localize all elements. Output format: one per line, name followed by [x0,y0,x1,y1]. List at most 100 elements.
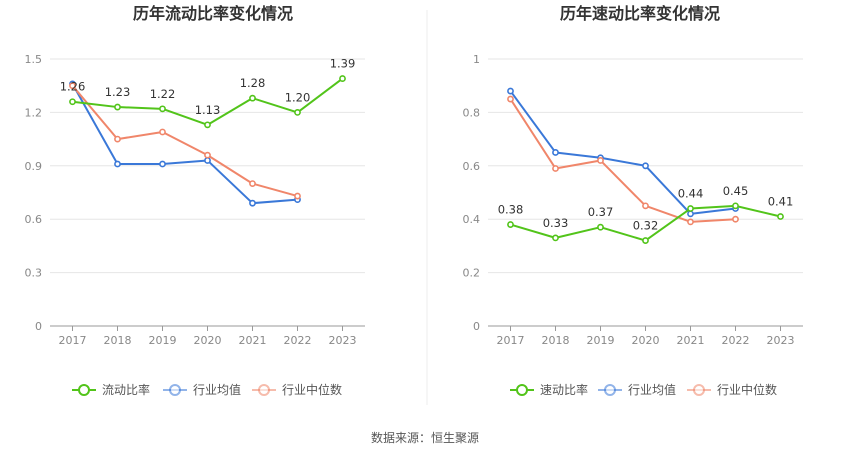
data-point [687,210,694,218]
data-point [597,223,604,231]
chart-title: 历年速动比率变化情况 [560,4,720,23]
data-point [249,199,256,207]
data-label: 1.22 [150,87,176,101]
series-line-2 [71,85,298,198]
y-tick-label: 0.8 [463,106,481,119]
data-point [642,237,649,244]
data-label: 1.26 [60,80,86,94]
legend-item[interactable]: 行业均值 [598,382,676,397]
y-tick-label: 0 [473,320,480,333]
y-tick-label: 1.5 [25,53,43,66]
y-tick-label: 0.4 [463,213,481,226]
data-point [294,192,301,200]
data-point [732,215,739,223]
data-point [159,160,166,168]
legend-marker [604,384,616,396]
data-label: 0.45 [723,184,749,198]
data-label: 1.13 [195,103,221,117]
y-tick-label: 0.3 [25,267,43,280]
data-label: 1.28 [240,76,266,90]
data-point [204,121,211,129]
data-point [294,109,301,116]
x-tick-label: 2022 [284,334,312,347]
legend-item[interactable]: 速动比率 [510,382,588,397]
data-point [777,213,784,220]
data-point [204,151,211,159]
legend-marker [78,384,90,396]
x-tick-label: 2023 [767,334,795,347]
data-point [159,105,166,113]
data-point [339,75,346,82]
legend-marker [693,384,705,396]
data-point [69,98,76,106]
data-point [159,128,166,136]
legend-label: 行业中位数 [282,382,342,397]
y-tick-label: 0.6 [25,213,43,226]
data-label: 0.37 [588,205,614,219]
legend-marker [516,384,528,396]
data-point [552,165,559,172]
chart-title: 历年流动比率变化情况 [133,4,293,23]
data-point [597,157,604,164]
data-label: 1.20 [285,90,311,104]
legend-label: 行业中位数 [717,382,777,397]
y-tick-label: 0.6 [463,160,481,173]
legend-label: 速动比率 [540,382,588,397]
legend-label: 行业均值 [193,382,241,397]
legend-item[interactable]: 流动比率 [72,382,150,397]
y-tick-label: 0.2 [463,267,481,280]
data-point [687,205,694,212]
x-tick-label: 2020 [194,334,222,347]
data-label: 1.39 [330,57,356,71]
y-tick-label: 0 [35,320,42,333]
x-tick-label: 2019 [149,334,177,347]
data-point [249,180,256,187]
legend-marker [169,384,181,396]
data-source-note: 数据来源：恒生聚源 [371,430,479,445]
legend-item[interactable]: 行业均值 [163,382,241,397]
legend-marker [258,384,270,396]
y-tick-label: 1 [473,53,480,66]
series-line-1 [509,90,736,215]
data-point [69,82,76,90]
data-point [507,221,514,228]
x-tick-label: 2019 [587,334,615,347]
x-tick-label: 2018 [104,334,132,347]
data-point [114,160,121,168]
data-label: 1.23 [105,85,131,99]
data-label: 0.33 [543,216,569,230]
y-tick-label: 1.2 [25,106,43,119]
data-point [114,103,121,111]
legend-item[interactable]: 行业中位数 [687,382,777,397]
current-ratio-chart: 历年流动比率变化情况 0 0.3 0.6 0.9 1.2 1.5 2017 2018 2019 20… [25,4,365,397]
x-tick-label: 2020 [632,334,660,347]
x-tick-label: 2021 [239,334,267,347]
data-label: 0.38 [498,203,524,217]
data-point [507,95,514,103]
series-line-2 [509,98,736,223]
data-point [204,157,211,164]
legend-label: 流动比率 [102,382,150,397]
data-label: 0.44 [678,187,704,201]
x-tick-label: 2023 [329,334,357,347]
data-point [642,162,649,170]
x-tick-label: 2021 [677,334,705,347]
x-tick-label: 2017 [59,334,87,347]
data-point [732,202,739,210]
data-point [642,202,649,210]
x-tick-label: 2018 [542,334,570,347]
data-point [507,87,514,95]
x-tick-label: 2022 [722,334,750,347]
data-point [114,135,121,143]
y-tick-label: 0.9 [25,160,43,173]
legend-label: 行业均值 [628,382,676,397]
data-point [687,218,694,226]
legend-item[interactable]: 行业中位数 [252,382,342,397]
x-tick-label: 2017 [497,334,525,347]
data-label: 0.41 [768,195,794,209]
data-point [249,94,256,102]
series-line-1 [71,83,298,205]
data-label: 0.32 [633,219,659,233]
quick-ratio-chart: 历年速动比率变化情况 0 0.2 0.4 0.6 0.8 1 2017 2018 2019 2020… [463,4,803,397]
